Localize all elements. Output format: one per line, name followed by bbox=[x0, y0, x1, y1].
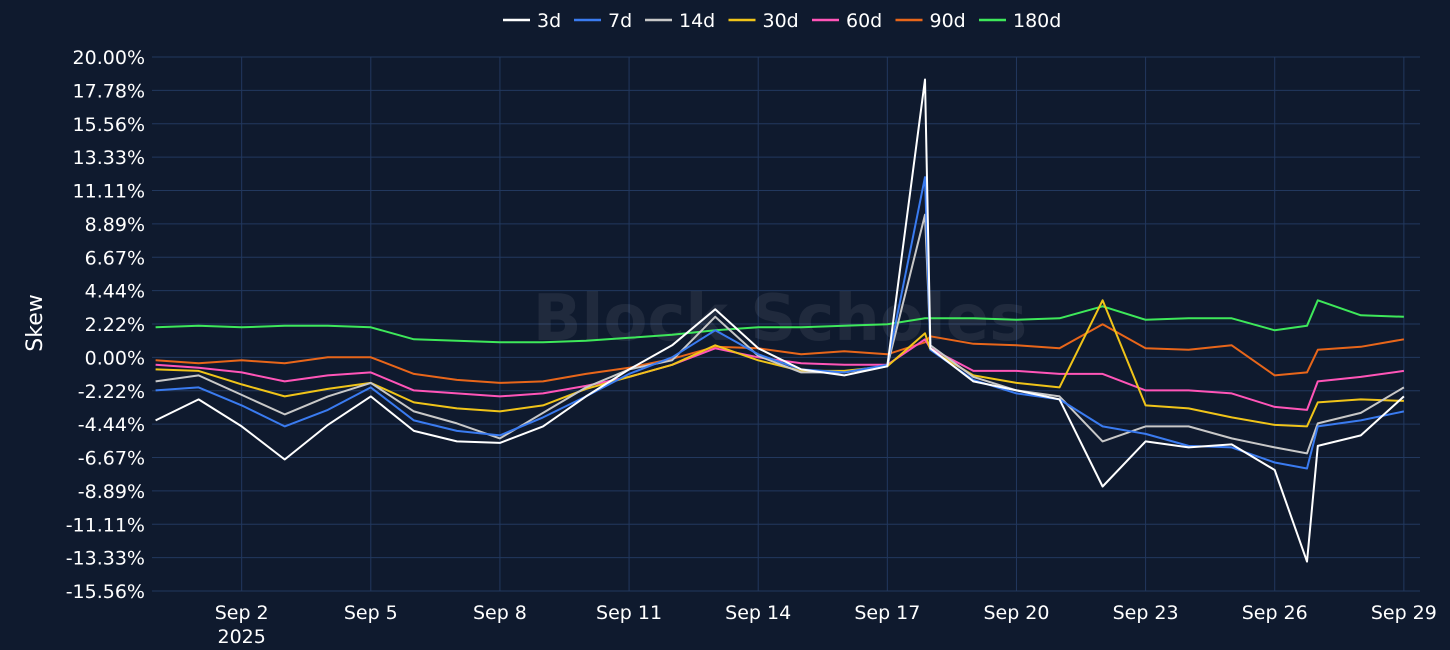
x-tick-year-label: 2025 bbox=[217, 626, 265, 648]
series-line-60d bbox=[155, 338, 1405, 411]
x-tick-label: Sep 14 bbox=[725, 602, 791, 624]
legend-label-90d: 90d bbox=[930, 10, 966, 32]
y-tick-label: -8.89% bbox=[78, 481, 145, 503]
y-tick-label: -4.44% bbox=[78, 414, 145, 436]
series-line-3d bbox=[155, 78, 1405, 563]
y-tick-label: 2.22% bbox=[85, 314, 145, 336]
x-tick-label: Sep 20 bbox=[983, 602, 1049, 624]
x-tick-label: Sep 29 bbox=[1371, 602, 1437, 624]
legend-label-180d: 180d bbox=[1013, 10, 1061, 32]
y-tick-label: 4.44% bbox=[85, 281, 145, 303]
legend: 3d 7d 14d 30d 60d 90d 180d bbox=[503, 10, 1061, 32]
y-tick-label: 17.78% bbox=[73, 80, 145, 102]
y-tick-label: 13.33% bbox=[73, 147, 145, 169]
y-tick-label: -11.11% bbox=[66, 514, 145, 536]
x-tick-label: Sep 5 bbox=[344, 602, 398, 624]
legend-label-7d: 7d bbox=[608, 10, 632, 32]
y-tick-label: -15.56% bbox=[66, 581, 145, 603]
y-tick-label: 15.56% bbox=[73, 114, 145, 136]
y-tick-label: 8.89% bbox=[85, 214, 145, 236]
x-tick-label: Sep 23 bbox=[1113, 602, 1179, 624]
x-tick-label: Sep 17 bbox=[854, 602, 920, 624]
y-tick-label: 0.00% bbox=[85, 347, 145, 369]
x-tick-label: Sep 2 bbox=[215, 602, 269, 624]
series-lines bbox=[155, 78, 1405, 563]
y-tick-label: -2.22% bbox=[78, 381, 145, 403]
y-axis-title: Skew bbox=[23, 294, 48, 351]
y-tick-label: 6.67% bbox=[85, 247, 145, 269]
series-line-7d bbox=[155, 176, 1405, 470]
legend-label-3d: 3d bbox=[537, 10, 561, 32]
x-tick-label: Sep 26 bbox=[1242, 602, 1308, 624]
legend-label-60d: 60d bbox=[846, 10, 882, 32]
series-line-90d bbox=[155, 323, 1405, 384]
legend-label-30d: 30d bbox=[763, 10, 799, 32]
legend-label-14d: 14d bbox=[679, 10, 715, 32]
y-tick-labels: 20.00% 17.78% 15.56% 13.33% 11.11% 8.89% 6.67%… bbox=[66, 47, 145, 603]
x-tick-label: Sep 8 bbox=[473, 602, 527, 624]
x-tick-label: Sep 11 bbox=[596, 602, 662, 624]
series-line-180d bbox=[155, 299, 1404, 344]
y-tick-label: 11.11% bbox=[73, 181, 145, 203]
y-tick-label: -13.33% bbox=[66, 548, 145, 570]
y-tick-label: 20.00% bbox=[73, 47, 145, 69]
y-tick-label: -6.67% bbox=[78, 448, 145, 470]
